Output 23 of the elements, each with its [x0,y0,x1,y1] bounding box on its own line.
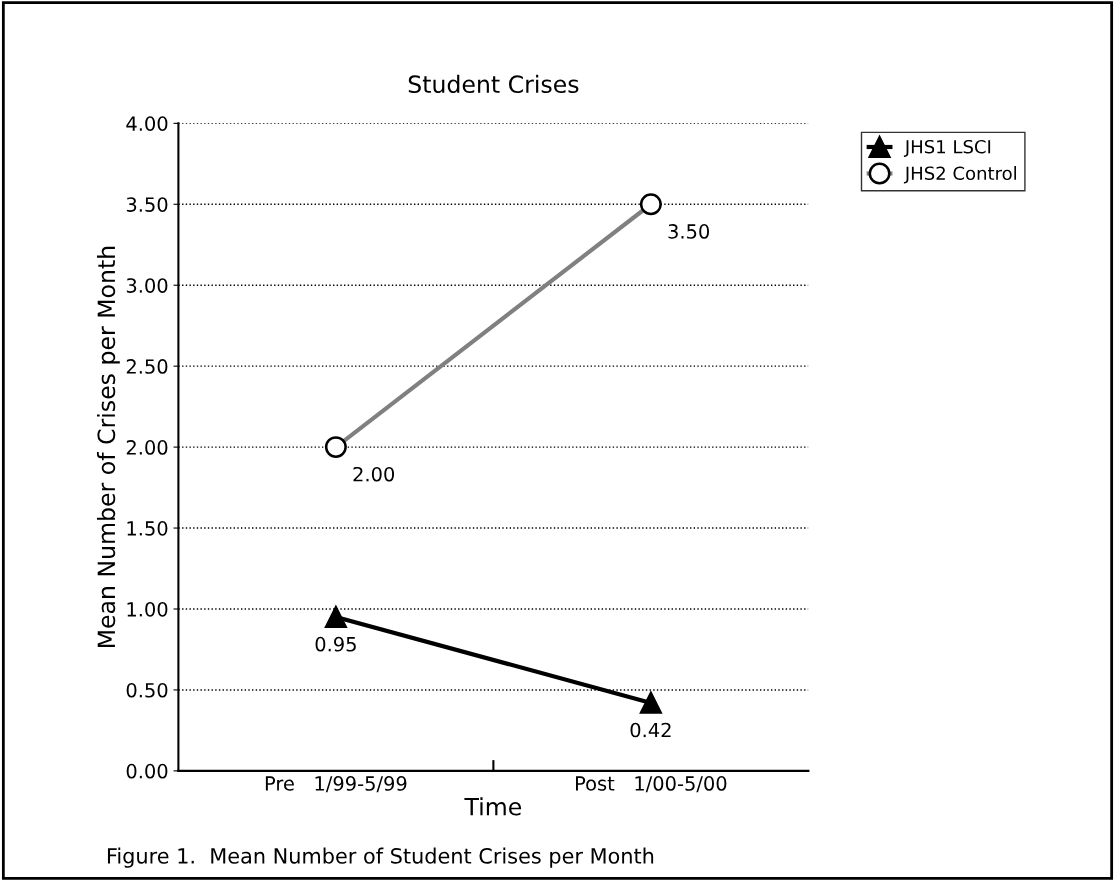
y-tick-label: 1.50 [127,521,168,536]
x-tick-label: Pre 1/99-5/99 [265,776,407,793]
y-tick-label: 0.00 [126,763,168,779]
y-tick-label: 4.00 [126,116,168,131]
y-axis-title: Mean Number of Crises per Month [96,246,120,648]
data-label: 0.42 [630,722,671,738]
y-tick-label: 2.00 [126,440,168,455]
data-label: 0.95 [315,636,356,652]
point [324,606,347,629]
data-label: 2.00 [353,466,395,482]
data-label: 3.50 [668,224,710,239]
chart-title: Student Crises [408,74,579,94]
y-tick-label: 1.00 [127,601,168,617]
y-tick-label: 2.50 [126,359,168,374]
legend-label: JHS1 LSCI [903,139,991,157]
legend-label: JHS2 Control [903,166,1016,184]
x-tick-label: Post 1/00-5/00 [576,776,727,793]
y-tick-label: 3.50 [126,197,168,212]
point [639,691,662,714]
x-axis-title: Time [464,797,522,816]
y-tick-label: 0.50 [126,682,168,698]
y-tick-label: 3.00 [126,278,168,293]
caption: Figure 1. Mean Number of Student Crises per Month [107,847,654,868]
